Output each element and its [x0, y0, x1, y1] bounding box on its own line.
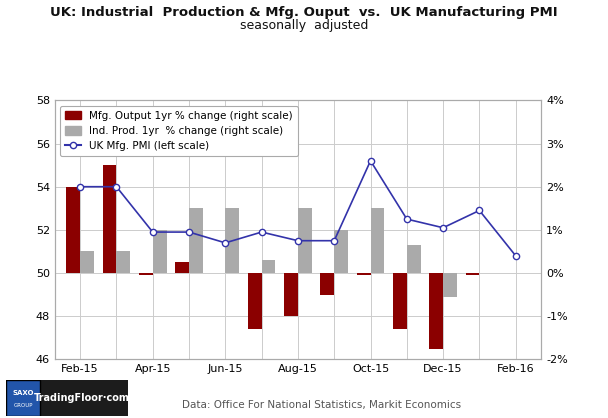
Text: SAXO: SAXO — [12, 390, 34, 396]
Bar — [139, 273, 153, 275]
Bar — [370, 208, 384, 273]
Bar — [298, 208, 312, 273]
Bar — [66, 187, 80, 273]
Legend: Mfg. Output 1yr % change (right scale), Ind. Prod. 1yr  % change (right scale), : Mfg. Output 1yr % change (right scale), … — [60, 105, 298, 156]
Bar — [393, 273, 407, 329]
FancyBboxPatch shape — [6, 380, 40, 416]
Bar — [153, 230, 167, 273]
Bar — [116, 252, 130, 273]
Bar — [226, 208, 239, 273]
Text: GROUP: GROUP — [13, 403, 33, 408]
Text: TradingFloor·com: TradingFloor·com — [33, 393, 130, 403]
Bar — [284, 273, 298, 316]
Text: Data: Office For National Statistics, Markit Economics: Data: Office For National Statistics, Ma… — [182, 400, 461, 410]
Bar — [407, 245, 421, 273]
Bar — [334, 230, 348, 273]
Bar — [466, 273, 480, 275]
Text: UK: Industrial  Production & Mfg. Ouput  vs.  UK Manufacturing PMI: UK: Industrial Production & Mfg. Ouput v… — [50, 6, 558, 19]
Bar — [429, 273, 443, 349]
Bar — [357, 273, 370, 275]
Bar — [443, 273, 457, 297]
Bar — [189, 208, 203, 273]
Text: seasonally  adjusted: seasonally adjusted — [240, 19, 368, 32]
Bar — [175, 262, 189, 273]
Bar — [103, 165, 116, 273]
Bar — [261, 260, 275, 273]
Bar — [248, 273, 261, 329]
Bar — [320, 273, 334, 295]
Bar — [80, 252, 94, 273]
